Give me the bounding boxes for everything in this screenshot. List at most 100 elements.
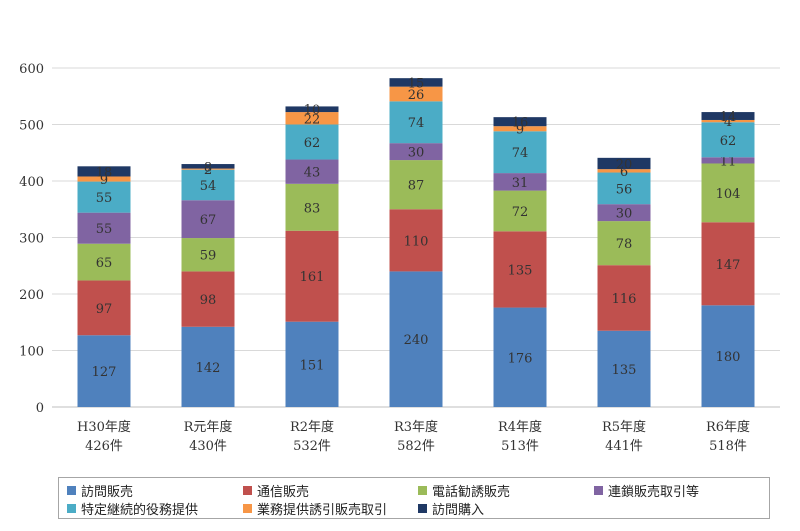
bar-segment [285, 183, 339, 231]
data-label: 54 [200, 179, 217, 194]
legend-item: 業務提供誘引販売取引 [243, 499, 388, 518]
bar-segment [493, 117, 547, 127]
bar-segment [389, 160, 443, 210]
data-label: 59 [200, 249, 217, 264]
data-label: 135 [612, 363, 637, 378]
data-label: 43 [304, 166, 321, 181]
data-label: 74 [408, 116, 425, 131]
data-label: 30 [408, 146, 425, 161]
bar-segment [701, 157, 755, 164]
bar-segment [389, 143, 443, 161]
bar-segment [181, 164, 235, 169]
x-tick-total: 426件 [85, 439, 123, 454]
data-label: 16 [512, 116, 529, 131]
legend-item: 特定継続的役務提供 [67, 499, 198, 518]
bar-segment [597, 221, 651, 266]
data-label: 4 [724, 115, 732, 130]
bar-segment [597, 330, 651, 407]
data-label: 65 [96, 256, 113, 271]
data-label: 98 [200, 293, 217, 308]
bar-segment [285, 230, 339, 322]
data-label: 14 [720, 110, 737, 125]
legend-swatch [67, 503, 76, 513]
data-label: 62 [720, 134, 737, 149]
bar-segment [493, 307, 547, 407]
data-label: 15 [408, 76, 425, 91]
legend-swatch [243, 503, 252, 513]
legend-swatch [67, 485, 76, 495]
legend-label: 訪問購入 [432, 502, 485, 518]
legend-label: 連鎖販売取引等 [608, 484, 700, 500]
legend-swatch [594, 485, 603, 495]
data-label: 9 [516, 123, 524, 138]
data-label: 11 [720, 154, 737, 169]
bar-segment [77, 280, 131, 336]
bar-segment [597, 265, 651, 331]
bar-segment [597, 204, 651, 222]
bar-segment [77, 243, 131, 281]
data-label: 74 [512, 146, 529, 161]
data-label: 55 [96, 222, 113, 237]
data-label: 20 [616, 157, 633, 172]
x-tick-label: R4年度 [498, 419, 542, 435]
legend-label: 通信販売 [257, 484, 310, 500]
bar-segment [285, 321, 339, 407]
bar-segment [181, 200, 235, 239]
legend-swatch [243, 485, 252, 495]
bar-segment [701, 119, 755, 123]
bar-segment [701, 112, 755, 120]
data-label: 10 [304, 103, 321, 118]
legend-label: 電話勧誘販売 [432, 484, 511, 500]
data-label: 87 [408, 179, 425, 194]
bar-segment [389, 209, 443, 272]
y-tick-label: 200 [19, 288, 44, 303]
bar-segment [493, 131, 547, 174]
y-tick-label: 400 [19, 175, 44, 190]
x-tick-total: 518件 [709, 439, 747, 454]
bar-segment [389, 78, 443, 87]
bar-segment [77, 181, 131, 213]
legend-item: 通信販売 [243, 481, 310, 500]
bar-segment [493, 173, 547, 191]
bar-segment [493, 231, 547, 308]
data-label: 97 [96, 302, 113, 317]
x-tick-label: R5年度 [602, 419, 646, 435]
data-label: 9 [100, 173, 108, 188]
x-tick-label: H30年度 [77, 419, 131, 435]
bar-segment [285, 124, 339, 160]
data-label: 176 [508, 351, 533, 366]
data-label: 18 [96, 165, 113, 180]
x-tick-total: 582件 [397, 439, 435, 454]
bar-segment [597, 169, 651, 173]
bar-segment [285, 112, 339, 125]
data-label: 180 [716, 350, 741, 365]
data-label: 104 [716, 187, 741, 202]
bar-segment [77, 166, 131, 177]
data-label: 55 [96, 191, 113, 206]
y-tick-label: 500 [19, 119, 44, 134]
x-tick-label: R6年度 [706, 419, 750, 435]
bar-segment [493, 126, 547, 132]
data-label: 6 [620, 165, 628, 180]
legend-label: 訪問販売 [81, 484, 134, 500]
bar-segment [493, 190, 547, 232]
data-label: 142 [196, 361, 221, 376]
data-label: 62 [304, 136, 321, 151]
data-label: 135 [508, 263, 533, 278]
data-label: 127 [92, 365, 117, 380]
legend-label: 業務提供誘引販売取引 [257, 502, 388, 518]
data-label: 31 [512, 176, 529, 191]
bar-segment [701, 163, 755, 223]
bar-segment [77, 335, 131, 407]
bar-segment [701, 122, 755, 158]
legend: 訪問販売 通信販売 電話勧誘販売 連鎖販売取引等 特定継続的役務提供 業務提供誘… [58, 477, 770, 519]
x-tick-total: 532件 [293, 439, 331, 454]
data-label: 22 [304, 112, 321, 127]
data-label: 67 [200, 213, 217, 228]
x-tick-label: R3年度 [394, 419, 438, 435]
legend-swatch [418, 485, 427, 495]
bar-segment [181, 169, 235, 201]
data-label: 83 [304, 201, 321, 216]
